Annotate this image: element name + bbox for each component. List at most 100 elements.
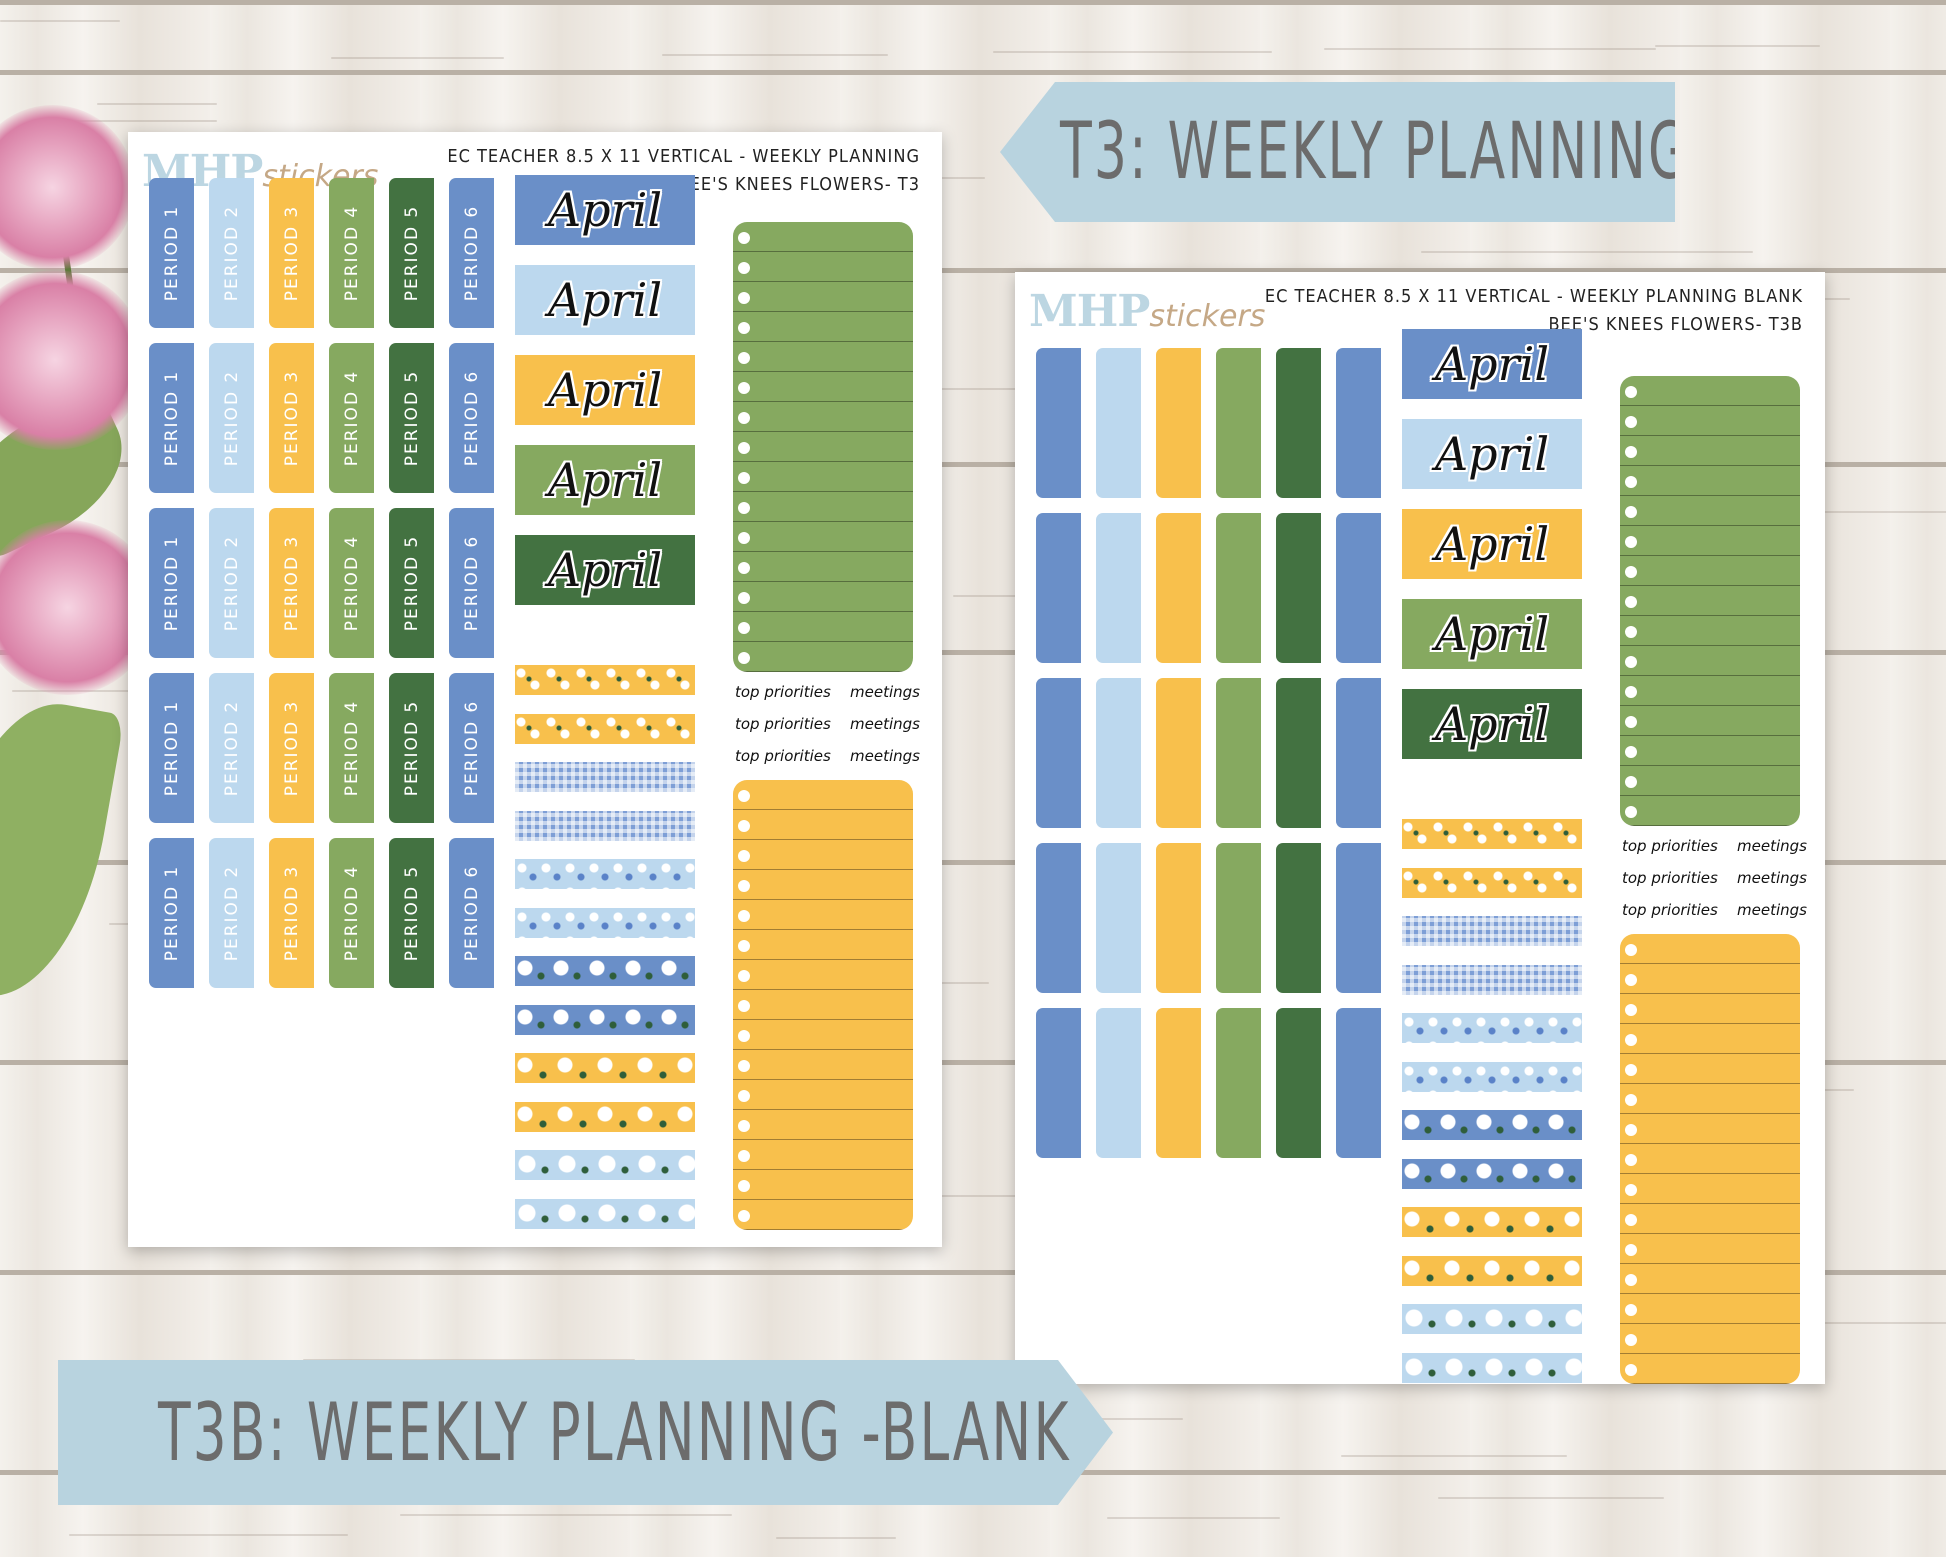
wood-grain <box>1341 1455 1567 1457</box>
bullet-dot <box>1625 1334 1637 1346</box>
bullet-dot <box>738 940 750 952</box>
period-bar <box>1216 513 1261 663</box>
bullet-dot <box>1625 446 1637 458</box>
period-label: PERIOD 1 <box>161 534 182 632</box>
wood-grain <box>69 1534 348 1536</box>
wood-grain <box>52 120 217 122</box>
wood-plank <box>0 0 1946 70</box>
bullet-dot <box>1625 506 1637 518</box>
plank-seam <box>0 462 1946 467</box>
washi-strip <box>1402 1304 1582 1334</box>
plank-seam <box>0 0 1946 5</box>
meetings-label: meetings <box>1737 901 1807 919</box>
washi-strip <box>515 762 695 792</box>
period-label: PERIOD 5 <box>401 534 422 632</box>
period-bar <box>1036 1008 1081 1158</box>
bullet-dot <box>738 562 750 574</box>
period-bar: PERIOD 3 <box>269 178 314 328</box>
month-sticker: April <box>515 535 695 605</box>
month-sticker: April <box>1402 329 1582 399</box>
month-sticker: April <box>1402 689 1582 759</box>
period-bar: PERIOD 4 <box>329 178 374 328</box>
bullet-dot <box>738 322 750 334</box>
wood-grain <box>1421 251 1753 253</box>
bullet-dot <box>738 472 750 484</box>
top-priorities-label: top priorities <box>1622 869 1718 887</box>
period-bar <box>1276 843 1321 993</box>
bullet-dot <box>1625 476 1637 488</box>
period-bar <box>1096 678 1141 828</box>
period-bar <box>1096 1008 1141 1158</box>
bullet-dot <box>738 970 750 982</box>
wood-grain <box>776 1537 896 1539</box>
plank-seam <box>0 268 1946 273</box>
top-priorities-label: top priorities <box>1622 837 1718 855</box>
wood-grain <box>1655 45 1820 47</box>
period-label: PERIOD 3 <box>281 864 302 962</box>
period-bar: PERIOD 5 <box>389 178 434 328</box>
banner-t3b: T3B: WEEKLY PLANNING -BLANK <box>58 1360 1113 1505</box>
period-bar <box>1036 513 1081 663</box>
washi-strip <box>515 956 695 986</box>
period-bar: PERIOD 4 <box>329 508 374 658</box>
bullet-dot <box>1625 686 1637 698</box>
wood-grain <box>0 20 120 22</box>
period-bar <box>1276 1008 1321 1158</box>
bullet-dot <box>738 382 750 394</box>
period-bar: PERIOD 5 <box>389 673 434 823</box>
bullet-dot <box>738 232 750 244</box>
meetings-label: meetings <box>1737 869 1807 887</box>
bullet-dot <box>1625 1154 1637 1166</box>
washi-strip <box>515 665 695 695</box>
month-label: April <box>547 183 663 237</box>
top-priorities-label: top priorities <box>735 715 831 733</box>
period-bar <box>1096 843 1141 993</box>
washi-strip <box>515 907 695 938</box>
period-bar: PERIOD 6 <box>449 508 494 658</box>
bullet-dot <box>738 412 750 424</box>
bullet-dot <box>738 1180 750 1192</box>
bullet-dot <box>1625 1094 1637 1106</box>
sticker-sheet-t3: MHPstickers EC TEACHER 8.5 X 11 VERTICAL… <box>128 132 942 1247</box>
sheet-title: EC TEACHER 8.5 X 11 VERTICAL - WEEKLY PL… <box>1264 286 1803 307</box>
period-bar <box>1216 843 1261 993</box>
washi-strip <box>1402 1013 1582 1043</box>
period-bar: PERIOD 2 <box>209 343 254 493</box>
period-label: PERIOD 5 <box>401 204 422 302</box>
bullet-dot <box>738 532 750 544</box>
checklist-box-green <box>1620 376 1800 826</box>
month-label: April <box>1434 427 1550 481</box>
bullet-dot <box>1625 386 1637 398</box>
period-label: PERIOD 5 <box>401 699 422 797</box>
period-bar: PERIOD 6 <box>449 838 494 988</box>
month-sticker: April <box>1402 509 1582 579</box>
month-label: April <box>547 363 663 417</box>
washi-strip <box>515 713 695 744</box>
plank-seam <box>0 1270 1946 1275</box>
month-sticker: April <box>515 355 695 425</box>
period-label: PERIOD 6 <box>461 699 482 797</box>
bullet-dot <box>738 910 750 922</box>
sheet-title: EC TEACHER 8.5 X 11 VERTICAL - WEEKLY PL… <box>447 146 920 167</box>
sticker-sheet-t3b: MHPstickers EC TEACHER 8.5 X 11 VERTICAL… <box>1015 272 1825 1384</box>
bullet-dot <box>738 502 750 514</box>
banner-t3b-text: T3B: WEEKLY PLANNING -BLANK <box>158 1386 1071 1479</box>
pink-flower-icon <box>0 105 135 270</box>
brand-sub: stickers <box>1149 299 1266 334</box>
period-bar <box>1276 348 1321 498</box>
period-bar: PERIOD 2 <box>209 178 254 328</box>
wood-grain <box>913 1195 1086 1197</box>
washi-strip <box>515 1198 695 1229</box>
month-label: April <box>1434 517 1550 571</box>
bullet-dot <box>738 352 750 364</box>
washi-strip <box>515 859 695 889</box>
period-bar <box>1216 1008 1261 1158</box>
washi-strip <box>1402 916 1582 946</box>
period-label: PERIOD 3 <box>281 369 302 467</box>
washi-strip <box>1402 1255 1582 1286</box>
period-bar <box>1276 513 1321 663</box>
period-bar: PERIOD 1 <box>149 673 194 823</box>
meetings-label: meetings <box>1737 837 1807 855</box>
period-label: PERIOD 1 <box>161 369 182 467</box>
period-label: PERIOD 4 <box>341 204 362 302</box>
